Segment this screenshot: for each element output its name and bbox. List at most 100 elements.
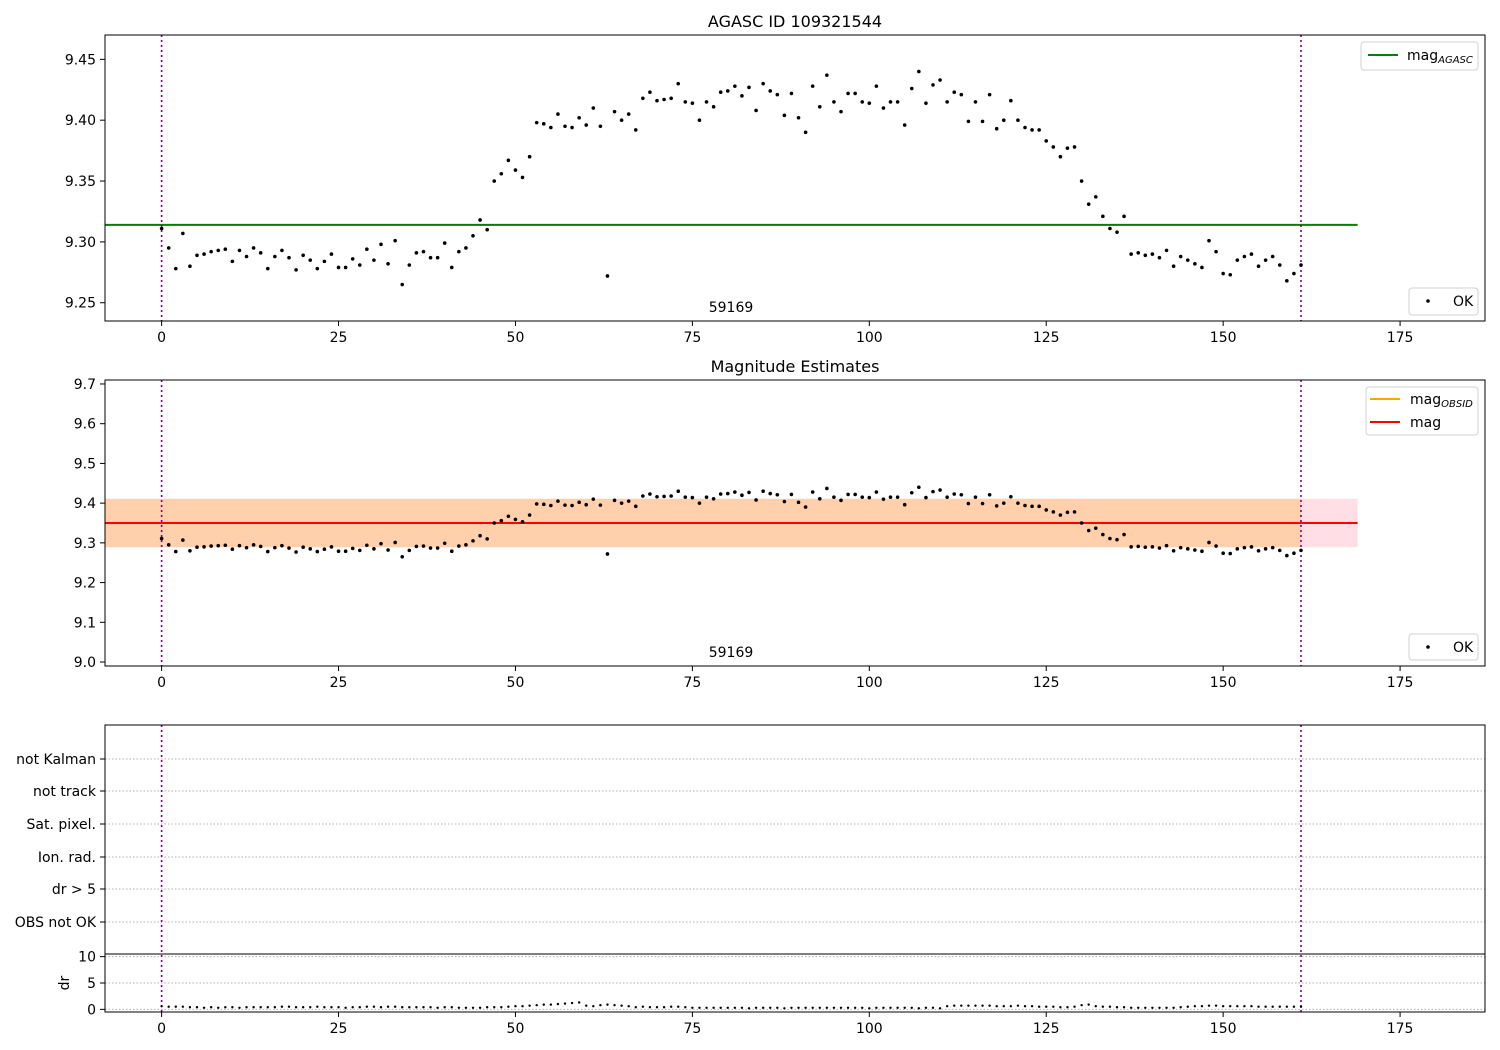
data-point [442,241,447,245]
dr-point [337,1006,340,1009]
data-point [1072,145,1077,149]
dr-point [655,1006,659,1009]
dr-point [1002,1005,1005,1008]
dr-point [684,1006,687,1009]
data-point [775,92,780,97]
dr-point [401,1006,404,1009]
data-point [860,495,865,499]
data-point [350,546,355,551]
data-point [697,501,702,505]
data-point [449,549,454,554]
data-point [761,81,765,86]
data-point [825,486,829,491]
data-point [959,92,964,97]
data-point [534,502,539,506]
data-point [725,89,730,93]
x-tick-label: 150 [1210,330,1237,346]
data-point [166,246,171,250]
data-point [641,494,645,498]
data-point [1157,546,1162,550]
data-point [1249,545,1254,549]
data-point [188,264,192,269]
data-point [669,96,673,101]
data-point [181,231,185,236]
data-point [1115,537,1119,542]
data-point [987,92,992,97]
data-point [633,504,638,509]
flag-label: not Kalman [16,752,96,768]
data-point [909,491,914,495]
data-point [1207,540,1211,545]
dr-point [1030,1005,1034,1008]
data-point [251,246,256,250]
dr-point [776,1006,779,1009]
data-point [513,168,518,172]
data-point [938,488,942,492]
data-point [1051,145,1056,149]
data-point [598,503,603,507]
data-point [173,549,178,554]
data-point [683,100,688,104]
data-point [888,100,893,104]
flag-label: Ion. rad. [38,850,96,866]
data-point [775,492,780,497]
dr-point [648,1006,652,1009]
data-point [350,257,355,261]
data-point [1065,510,1070,515]
dr-point [1115,1006,1119,1009]
data-point [315,549,320,554]
data-point [407,548,412,553]
y-tick-label: 9.45 [65,52,96,68]
dr-point [967,1004,970,1007]
panel-1-plot-area [105,35,1358,321]
x-tick-label: 125 [1033,675,1060,691]
dr-point [188,1006,192,1009]
data-point [704,495,709,499]
panel-1-legend-top: magAGASC [1360,41,1479,71]
data-point [803,505,808,509]
panel-1-x-axis: 0 25 50 75 100 125 150 175 [157,321,1413,346]
dr-point [514,1005,517,1008]
dr-point [1151,1006,1154,1009]
data-point [471,539,475,543]
dr-point [606,1003,609,1006]
x-tick-label: 150 [1210,1021,1237,1037]
dr-point [839,1006,843,1009]
dr-point [386,1005,390,1008]
dr-point [365,1005,369,1008]
x-tick-label: 50 [507,330,525,346]
data-point [563,503,567,507]
data-point [1009,494,1013,499]
data-point [584,123,589,127]
panel-2-y-axis: 9.0 9.1 9.2 9.3 9.4 9.5 9.6 9.7 [74,377,105,671]
data-point [1108,536,1112,541]
dr-point [974,1004,977,1007]
dr-point [549,1003,553,1006]
data-point [605,552,610,556]
data-point [414,251,419,255]
data-point [563,124,567,129]
dr-point [740,1006,744,1009]
data-point [534,120,539,125]
data-point [1072,510,1077,514]
data-point [754,108,758,113]
data-point [1270,254,1275,259]
dr-point [811,1006,814,1009]
dr-point [1037,1005,1041,1008]
data-point [1200,265,1204,270]
data-point [782,499,787,504]
dr-point [231,1006,234,1009]
dr-axis-label: dr [57,975,73,990]
data-point [846,492,850,497]
y-tick-label: 9.2 [74,576,96,592]
data-point [1164,543,1169,548]
x-tick-label: 100 [856,1021,883,1037]
dr-point [521,1005,524,1008]
data-point [457,544,461,548]
data-point [591,106,596,110]
data-point [1009,98,1013,103]
data-point [718,90,723,94]
data-point [435,546,440,550]
svg-text:magOBSID: magOBSID [1410,392,1473,410]
panel-1-y-axis: 9.25 9.30 9.35 9.40 9.45 [65,52,105,312]
